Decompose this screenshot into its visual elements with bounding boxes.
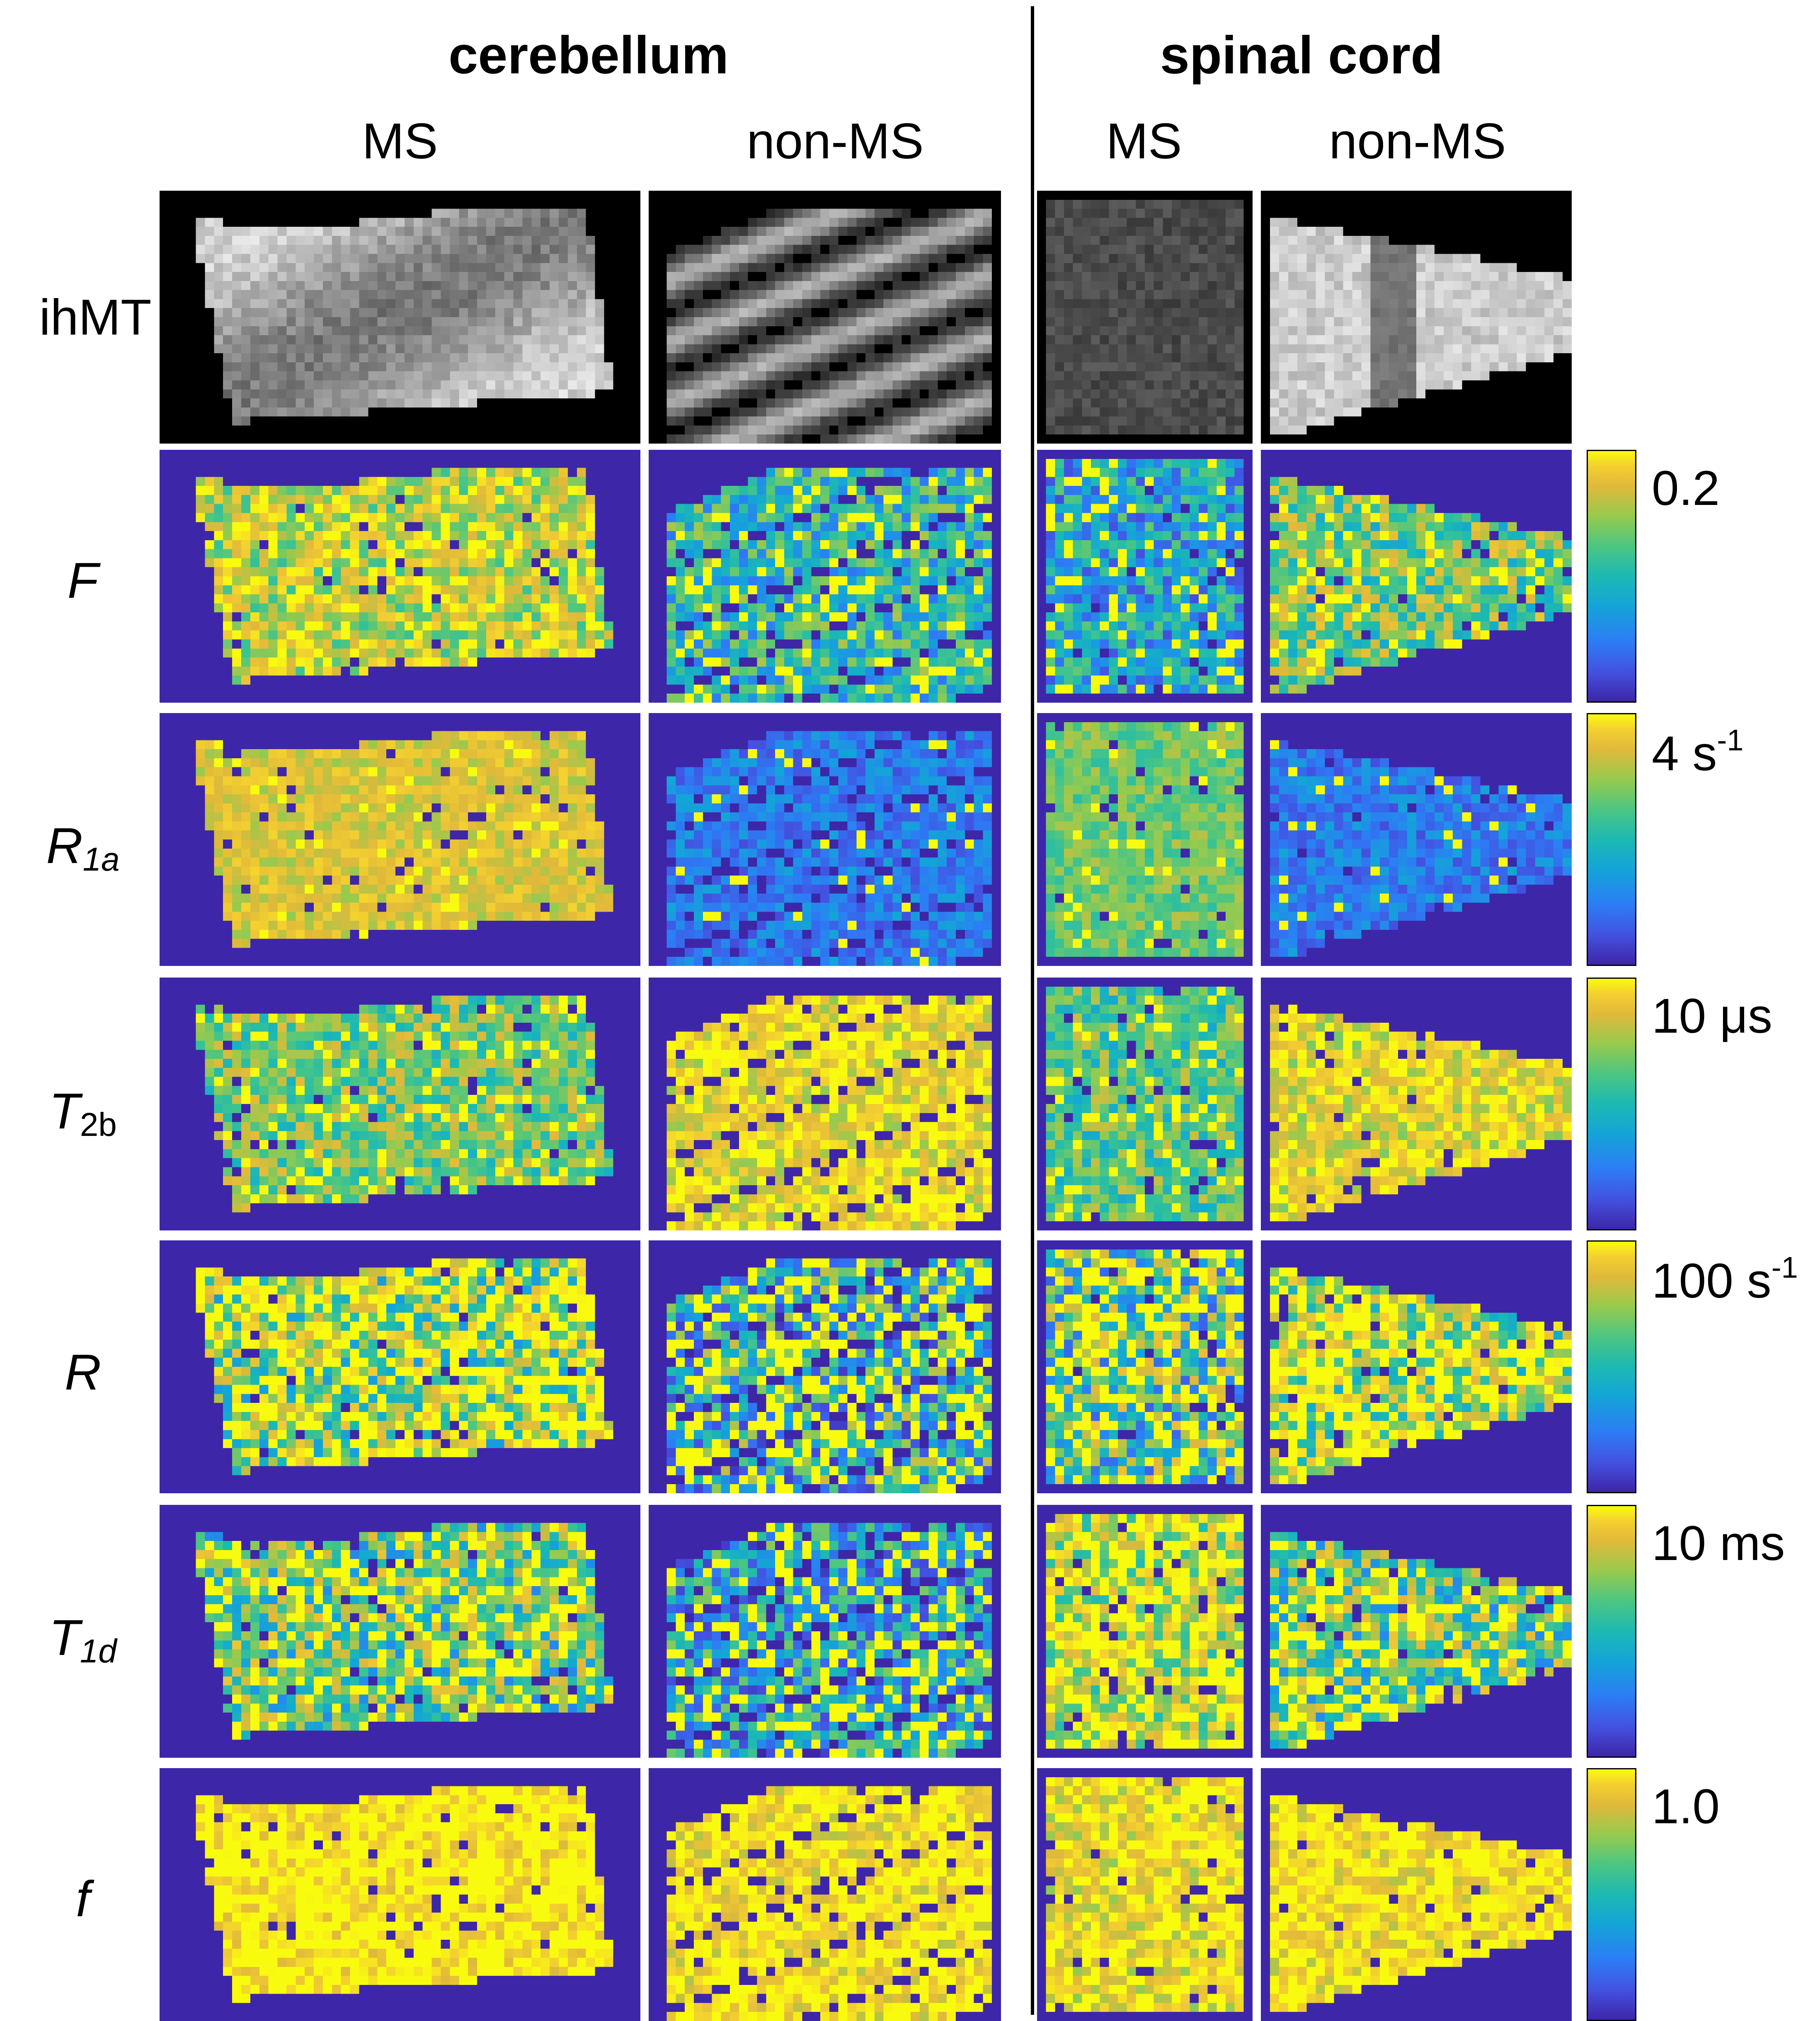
map-panel-ihmt-cerebellum-non-ms — [649, 191, 1001, 444]
map-panel-R1a-cerebellum-ms — [160, 713, 640, 966]
map-panel-R1a-spinal-cord-non-ms — [1261, 713, 1572, 966]
map-panel-T2b-cerebellum-ms — [160, 978, 640, 1230]
map-panel-R1a-cerebellum-non-ms — [649, 713, 1001, 966]
colorbar-R1a — [1587, 713, 1636, 966]
map-panel-R-spinal-cord-non-ms — [1261, 1240, 1572, 1493]
map-panel-F-spinal-cord-non-ms — [1261, 450, 1572, 703]
map-panel-ihmt-spinal-cord-ms — [1037, 191, 1253, 444]
map-panel-ihmt-spinal-cord-non-ms — [1261, 191, 1572, 444]
group-title-cerebellum: cerebellum — [448, 26, 729, 85]
row-label-R1a: R1a — [46, 818, 120, 878]
map-panel-R-cerebellum-non-ms — [649, 1240, 1001, 1493]
map-panel-F-cerebellum-non-ms — [649, 450, 1001, 703]
row-label-R: R — [64, 1344, 102, 1400]
map-panel-T1d-cerebellum-ms — [160, 1505, 640, 1758]
map-panel-ihmt-cerebellum-ms — [160, 191, 640, 444]
row-label-T1d: T1d — [49, 1609, 117, 1669]
colorbar-max-label-F: 0.2 — [1652, 460, 1720, 517]
colorbar-unit-exponent: -1 — [1717, 724, 1744, 757]
colorbar-max-label-R: 100 s-1 — [1652, 1251, 1798, 1309]
colorbar-unit-exponent: -1 — [1771, 1251, 1798, 1284]
colorbar-max-label-T2b: 10 μs — [1652, 988, 1772, 1044]
colorbar-f — [1587, 1768, 1636, 2021]
map-panel-R-spinal-cord-ms — [1037, 1240, 1253, 1493]
row-label-T2b: T2b — [49, 1083, 117, 1143]
column-header-spinal-cord-ms: MS — [1106, 113, 1182, 169]
column-header-cerebellum-non-ms: non-MS — [746, 113, 924, 169]
colorbar-max-value: 10 ms — [1652, 1516, 1785, 1571]
colorbar-max-value: 100 s — [1652, 1254, 1772, 1308]
colorbar-max-value: 0.2 — [1652, 461, 1720, 516]
colorbar-F — [1587, 450, 1636, 703]
colorbar-max-value: 1.0 — [1652, 1779, 1720, 1834]
colorbar-max-value: 10 μs — [1652, 989, 1773, 1043]
row-label-f: f — [76, 1871, 90, 1927]
map-panel-T1d-spinal-cord-non-ms — [1261, 1505, 1572, 1758]
column-header-cerebellum-ms: MS — [362, 113, 438, 169]
map-panel-R1a-spinal-cord-ms — [1037, 713, 1253, 966]
map-panel-T1d-spinal-cord-ms — [1037, 1505, 1253, 1758]
colorbar-max-label-R1a: 4 s-1 — [1652, 723, 1743, 782]
map-panel-f-cerebellum-non-ms — [649, 1768, 1001, 2021]
map-panel-R-cerebellum-ms — [160, 1240, 640, 1493]
map-panel-T1d-cerebellum-non-ms — [649, 1505, 1001, 1758]
map-panel-f-spinal-cord-ms — [1037, 1768, 1253, 2021]
colorbar-R — [1587, 1240, 1636, 1493]
colorbar-T1d — [1587, 1505, 1636, 1758]
map-panel-F-cerebellum-ms — [160, 450, 640, 703]
row-label-ihmt: ihMT — [39, 289, 152, 345]
group-divider — [1031, 6, 1034, 2015]
colorbar-max-label-f: 1.0 — [1652, 1778, 1720, 1835]
map-panel-T2b-spinal-cord-non-ms — [1261, 978, 1572, 1230]
group-title-spinal-cord: spinal cord — [1160, 26, 1443, 85]
map-panel-f-cerebellum-ms — [160, 1768, 640, 2021]
map-panel-T2b-cerebellum-non-ms — [649, 978, 1001, 1230]
map-panel-F-spinal-cord-ms — [1037, 450, 1253, 703]
column-header-spinal-cord-non-ms: non-MS — [1329, 113, 1506, 169]
colorbar-max-value: 4 s — [1652, 726, 1717, 781]
row-label-F: F — [67, 552, 99, 609]
colorbar-T2b — [1587, 978, 1636, 1230]
colorbar-max-label-T1d: 10 ms — [1652, 1515, 1785, 1572]
map-panel-f-spinal-cord-non-ms — [1261, 1768, 1572, 2021]
map-panel-T2b-spinal-cord-ms — [1037, 978, 1253, 1230]
